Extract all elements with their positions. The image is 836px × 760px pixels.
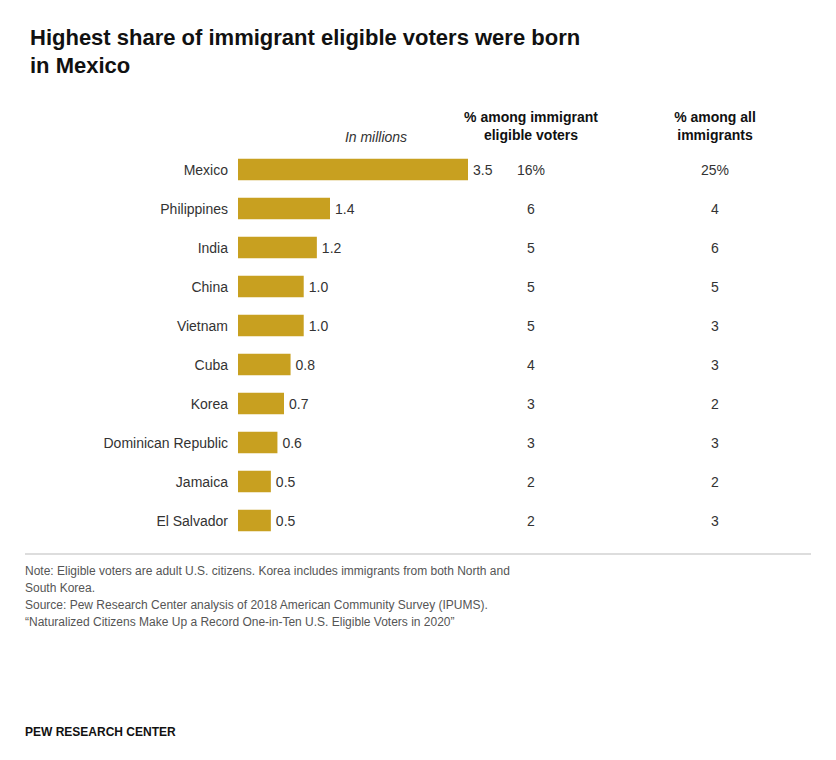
svg-text:3.5: 3.5: [473, 162, 493, 178]
svg-text:in Mexico: in Mexico: [30, 53, 130, 78]
svg-text:3: 3: [711, 318, 719, 334]
svg-text:0.5: 0.5: [276, 513, 296, 529]
svg-text:6: 6: [711, 240, 719, 256]
svg-text:1.0: 1.0: [309, 318, 329, 334]
svg-text:Cuba: Cuba: [195, 357, 229, 373]
svg-text:2: 2: [711, 396, 719, 412]
svg-text:2: 2: [527, 474, 535, 490]
svg-text:eligible voters: eligible voters: [484, 127, 578, 143]
svg-text:China: China: [191, 279, 228, 295]
svg-text:16%: 16%: [517, 162, 545, 178]
svg-text:3: 3: [711, 513, 719, 529]
svg-text:0.5: 0.5: [276, 474, 296, 490]
svg-text:4: 4: [527, 357, 535, 373]
svg-text:25%: 25%: [701, 162, 729, 178]
svg-text:6: 6: [527, 201, 535, 217]
svg-text:PEW RESEARCH CENTER: PEW RESEARCH CENTER: [25, 725, 176, 739]
svg-text:South Korea.: South Korea.: [25, 581, 95, 595]
svg-text:1.4: 1.4: [335, 201, 355, 217]
svg-text:Source: Pew Research Center an: Source: Pew Research Center analysis of …: [25, 598, 488, 612]
svg-text:Philippines: Philippines: [160, 201, 228, 217]
svg-text:5: 5: [527, 318, 535, 334]
svg-text:Korea: Korea: [191, 396, 229, 412]
svg-text:Mexico: Mexico: [184, 162, 229, 178]
svg-text:4: 4: [711, 201, 719, 217]
svg-text:2: 2: [527, 513, 535, 529]
svg-text:2: 2: [711, 474, 719, 490]
svg-text:India: India: [198, 240, 229, 256]
svg-text:immigrants: immigrants: [677, 127, 753, 143]
svg-text:5: 5: [711, 279, 719, 295]
svg-text:Vietnam: Vietnam: [177, 318, 228, 334]
svg-text:3: 3: [527, 435, 535, 451]
svg-text:1.0: 1.0: [309, 279, 329, 295]
svg-text:Note: Eligible voters are adul: Note: Eligible voters are adult U.S. cit…: [25, 564, 510, 578]
svg-text:% among all: % among all: [674, 109, 756, 125]
svg-text:Dominican Republic: Dominican Republic: [103, 435, 228, 451]
svg-text:3: 3: [527, 396, 535, 412]
svg-text:5: 5: [527, 279, 535, 295]
svg-text:Jamaica: Jamaica: [176, 474, 228, 490]
svg-text:Highest share of immigrant eli: Highest share of immigrant eligible vote…: [30, 25, 580, 50]
svg-text:5: 5: [527, 240, 535, 256]
svg-text:“Naturalized Citizens Make Up: “Naturalized Citizens Make Up a Record O…: [25, 615, 455, 629]
svg-text:In millions: In millions: [345, 129, 407, 145]
svg-text:0.7: 0.7: [289, 396, 309, 412]
svg-text:3: 3: [711, 435, 719, 451]
svg-text:0.6: 0.6: [282, 435, 302, 451]
svg-text:El Salvador: El Salvador: [156, 513, 228, 529]
svg-text:1.2: 1.2: [322, 240, 342, 256]
svg-text:0.8: 0.8: [296, 357, 316, 373]
svg-text:3: 3: [711, 357, 719, 373]
svg-text:% among immigrant: % among immigrant: [464, 109, 598, 125]
